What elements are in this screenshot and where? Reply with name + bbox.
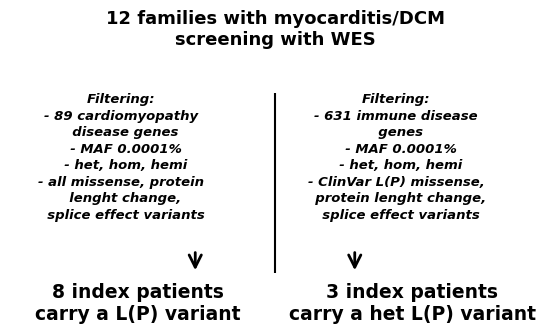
Text: Filtering:
- 89 cardiomyopathy
  disease genes
  - MAF 0.0001%
  - het, hom, hem: Filtering: - 89 cardiomyopathy disease g… [37,93,205,222]
Text: 3 index patients
carry a het L(P) variant: 3 index patients carry a het L(P) varian… [289,283,536,324]
Text: 8 index patients
carry a L(P) variant: 8 index patients carry a L(P) variant [35,283,240,324]
Text: 12 families with myocarditis/DCM
screening with WES: 12 families with myocarditis/DCM screeni… [106,10,444,49]
Text: Filtering:
- 631 immune disease
  genes
  - MAF 0.0001%
  - het, hom, hemi
- Cli: Filtering: - 631 immune disease genes - … [306,93,486,222]
